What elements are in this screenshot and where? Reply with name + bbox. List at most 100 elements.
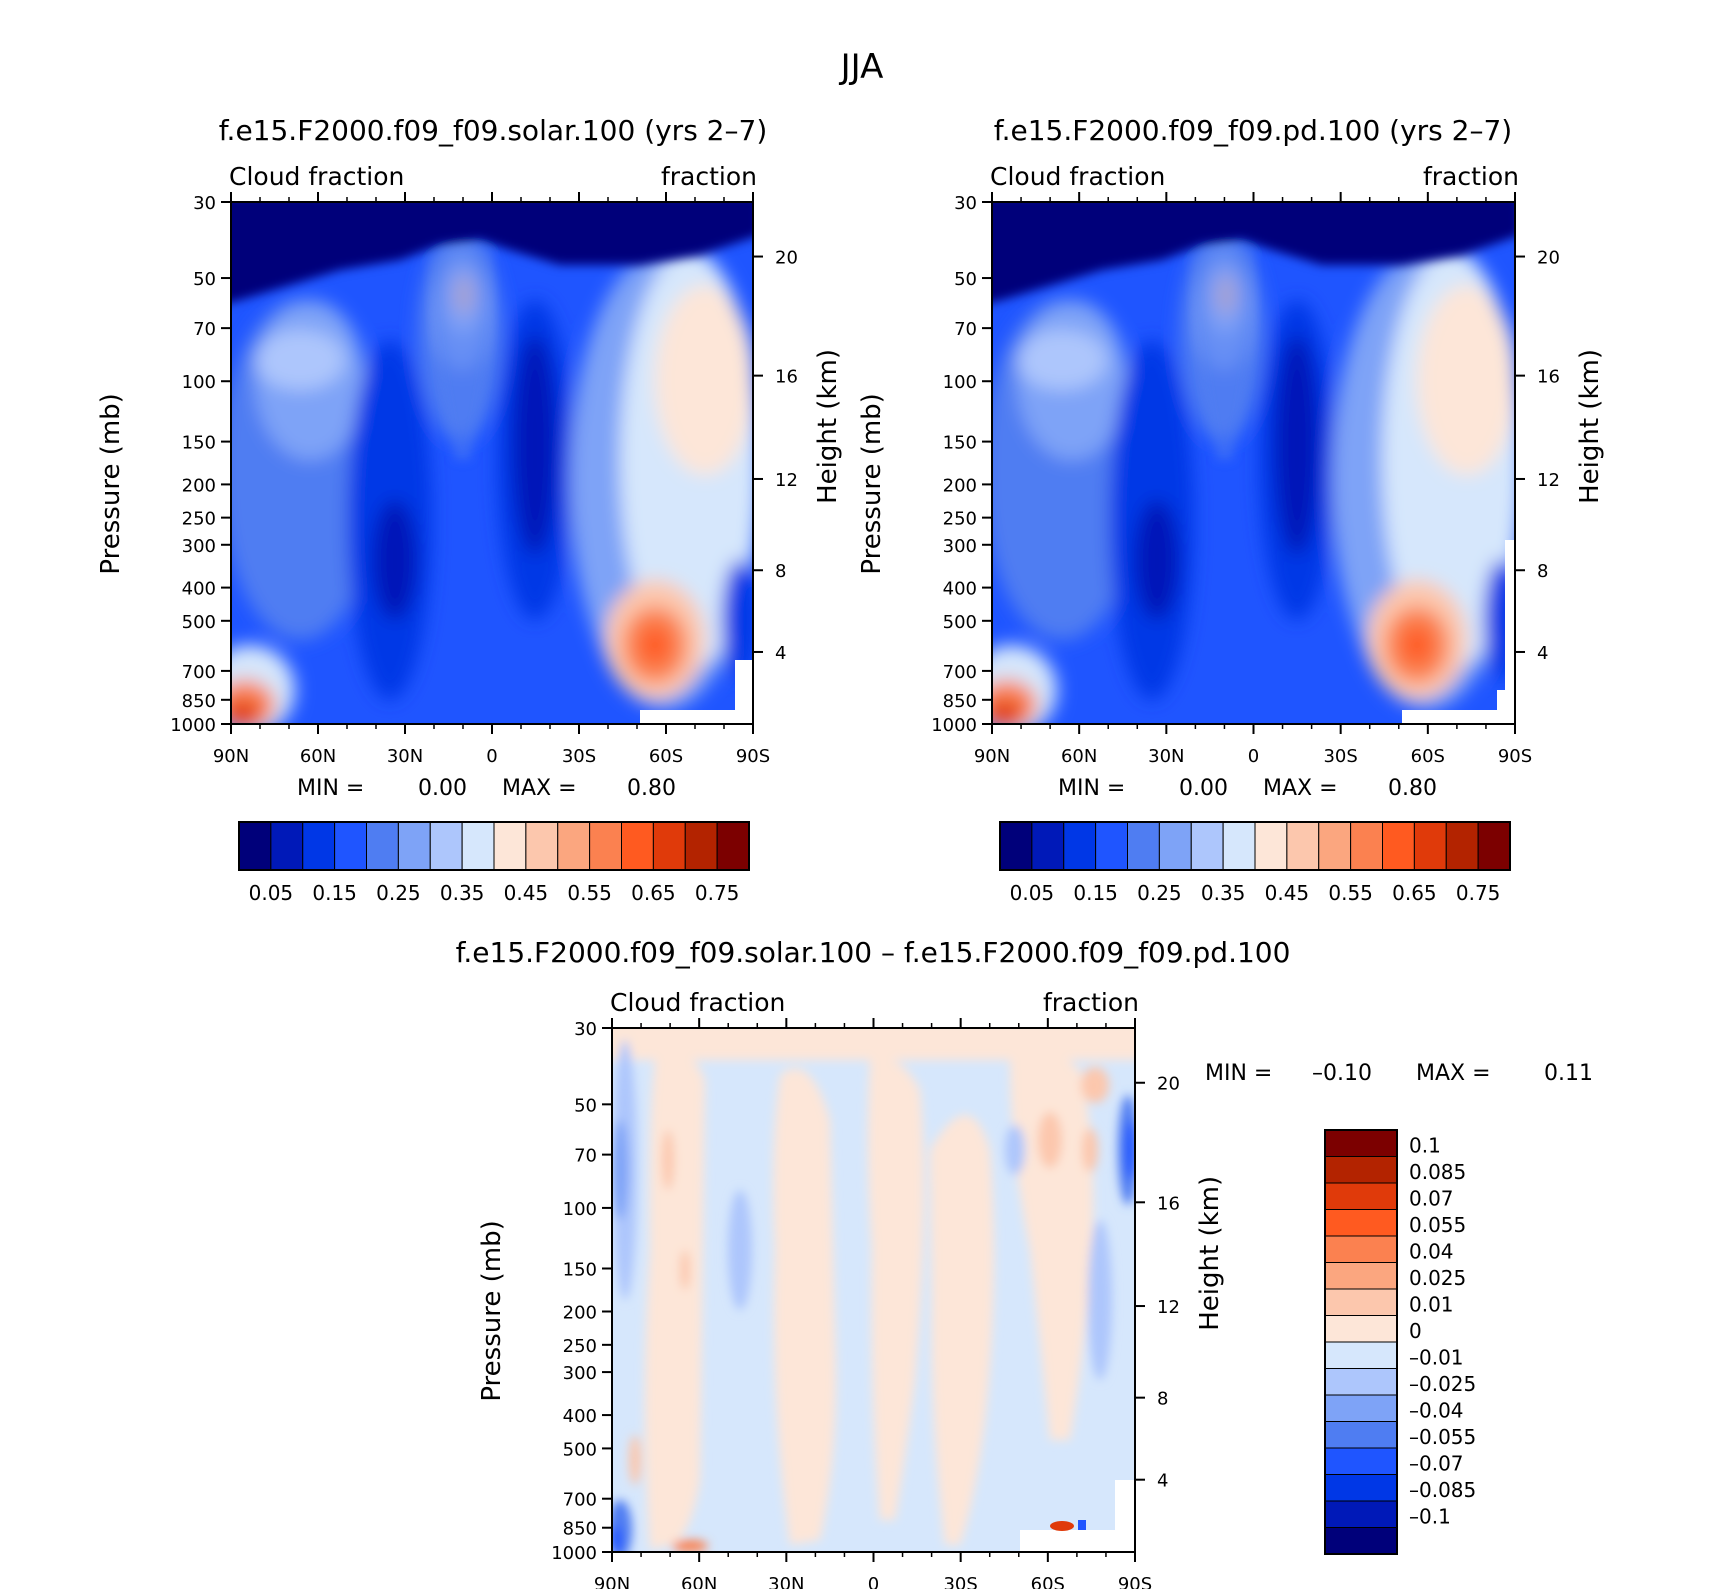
- panel-solar-xtick-label: 90S: [736, 746, 770, 767]
- panel-diff-min-value: –0.10: [1312, 1061, 1372, 1086]
- panel-solar-colorbar-box: [366, 821, 399, 871]
- panel-diff-colorbar-box: [1324, 1129, 1398, 1157]
- panel-diff-ytick-label: 30: [574, 1019, 597, 1040]
- panel-diff-colorbar-box: [1324, 1235, 1398, 1263]
- panel-pd-colorbar-box: [1190, 821, 1224, 871]
- panel-diff-xtick-label: 0: [868, 1574, 879, 1589]
- panel-solar-colorbar-box: [652, 821, 686, 871]
- panel-pd-ytick-label: 850: [943, 691, 977, 712]
- panel-diff-colorbar-box: [1324, 1447, 1398, 1475]
- panel-diff-ytick-label: 700: [563, 1490, 597, 1511]
- panel-diff-colorbar-frame: [1324, 1129, 1398, 1555]
- panel-pd-colorbar-box: [1445, 821, 1479, 871]
- panel-pd-max-value: 0.80: [1388, 776, 1437, 801]
- panel-solar-colorbar-box: [270, 821, 304, 871]
- panel-diff-ytick-label: 150: [563, 1260, 597, 1281]
- panel-pd-ytick-label: 700: [943, 662, 977, 683]
- panel-solar-ytick-label: 30: [193, 193, 216, 214]
- panel-solar-colorbar-box: [621, 821, 654, 871]
- panel-pd-colorbar-box: [1413, 821, 1447, 871]
- panel-solar-right-label: fraction: [661, 162, 757, 191]
- panel-diff-colorbar-label: 0.1: [1409, 1134, 1441, 1158]
- panel-diff-colorbar-label: –0.025: [1409, 1372, 1476, 1396]
- panel-pd-ytick-label: 400: [943, 579, 977, 600]
- panel-pd-colorbar-label: 0.05: [1010, 881, 1055, 905]
- panel-pd-title: f.e15.F2000.f09_f09.pd.100 (yrs 2–7): [994, 114, 1512, 147]
- panel-diff-ytick-label: 200: [563, 1302, 597, 1323]
- panel-diff-ytick-label: 50: [574, 1095, 597, 1116]
- panel-diff-colorbar-box: [1324, 1421, 1398, 1449]
- panel-pd-htick-label: 8: [1537, 561, 1548, 582]
- panel-pd-xtick-label: 60S: [1411, 746, 1445, 767]
- panel-solar-colorbar-label: 0.65: [631, 881, 676, 905]
- panel-diff-xtick-label: 30S: [943, 1574, 977, 1589]
- panel-diff-ylabel-right: Height (km): [1195, 1176, 1225, 1331]
- panel-solar-title: f.e15.F2000.f09_f09.solar.100 (yrs 2–7): [219, 114, 768, 147]
- panel-diff-xtick-label: 30N: [768, 1574, 804, 1589]
- panel-solar-field: [231, 202, 753, 724]
- panel-pd-ytick-label: 300: [943, 536, 977, 557]
- panel-diff-title: f.e15.F2000.f09_f09.solar.100 – f.e15.F2…: [456, 936, 1291, 969]
- panel-solar-xtick-label: 60S: [649, 746, 683, 767]
- panel-diff-colorbar-label: 0.055: [1409, 1213, 1466, 1237]
- panel-pd-colorbar-label: 0.35: [1201, 881, 1246, 905]
- panel-solar-colorbar-label: 0.45: [504, 881, 549, 905]
- panel-diff-colorbar-label: –0.04: [1409, 1399, 1464, 1423]
- panel-diff-colorbar-label: –0.085: [1409, 1478, 1476, 1502]
- panel-pd-ytick-label: 30: [954, 193, 977, 214]
- panel-pd-colorbar-box: [1063, 821, 1097, 871]
- panel-pd-colorbar-box: [1127, 821, 1160, 871]
- panel-diff-colorbar-box: [1324, 1341, 1398, 1369]
- panel-diff-ytick-label: 400: [563, 1406, 597, 1427]
- panel-solar-htick-label: 16: [775, 367, 798, 388]
- panel-diff-ytick-label: 250: [563, 1336, 597, 1357]
- panel-pd-colorbar-box: [1254, 821, 1288, 871]
- panel-diff-colorbar-label: –0.1: [1409, 1505, 1451, 1529]
- panel-diff-colorbar-box: [1324, 1368, 1398, 1396]
- panel-solar-colorbar-box: [716, 821, 750, 871]
- panel-diff-colorbar-label: 0.085: [1409, 1160, 1466, 1184]
- panel-solar-colorbar-box: [589, 821, 622, 871]
- panel-pd-xtick-label: 90S: [1498, 746, 1532, 767]
- panel-pd-right-label: fraction: [1423, 162, 1519, 191]
- panel-pd-ytick-label: 50: [954, 269, 977, 290]
- panel-pd-colorbar-label: 0.45: [1265, 881, 1310, 905]
- panel-diff-max-label: MAX =: [1416, 1061, 1491, 1086]
- panel-solar-ytick-label: 200: [182, 475, 216, 496]
- panel-pd-min-value: 0.00: [1179, 776, 1228, 801]
- panel-pd-colorbar-box: [1382, 821, 1415, 871]
- panel-solar-colorbar-label: 0.25: [376, 881, 421, 905]
- panel-pd-xtick-label: 0: [1248, 746, 1259, 767]
- panel-solar-xtick-label: 30N: [387, 746, 423, 767]
- panel-solar-colorbar-box: [334, 821, 367, 871]
- panel-diff-xtick-label: 60S: [1031, 1574, 1065, 1589]
- panel-pd-htick-label: 12: [1537, 470, 1560, 491]
- panel-diff-htick-label: 20: [1157, 1074, 1180, 1095]
- panel-pd-colorbar-box: [1350, 821, 1383, 871]
- panel-diff-ytick-label: 300: [563, 1363, 597, 1384]
- panel-diff-colorbar-box: [1324, 1527, 1398, 1555]
- panel-diff-left-label: Cloud fraction: [610, 988, 785, 1017]
- panel-pd-ytick-label: 150: [943, 433, 977, 454]
- panel-solar-colorbar-label: 0.35: [440, 881, 485, 905]
- panel-solar-xtick-label: 0: [486, 746, 497, 767]
- panel-pd-ytick-label: 500: [943, 612, 977, 633]
- panel-pd-ytick-label: 250: [943, 509, 977, 530]
- panel-diff-ylabel: Pressure (mb): [477, 1220, 507, 1401]
- panel-pd-ylabel-right: Height (km): [1575, 349, 1605, 504]
- panel-pd-colorbar-label: 0.25: [1137, 881, 1182, 905]
- panel-pd-ylabel: Pressure (mb): [857, 393, 887, 574]
- figure-title: JJA: [839, 47, 884, 87]
- panel-solar-max-label: MAX =: [502, 776, 577, 801]
- panel-solar-ytick-label: 700: [182, 662, 216, 683]
- panel-pd-xtick-label: 60N: [1061, 746, 1097, 767]
- panel-pd-colorbar-label: 0.65: [1392, 881, 1437, 905]
- panel-pd: f.e15.F2000.f09_f09.pd.100 (yrs 2–7) Clo…: [857, 114, 1605, 905]
- panel-solar-ytick-label: 500: [182, 612, 216, 633]
- panel-pd-max-label: MAX =: [1263, 776, 1338, 801]
- panel-diff-htick-label: 8: [1157, 1389, 1168, 1410]
- panel-diff-xtick-label: 60N: [681, 1574, 717, 1589]
- panel-pd-colorbar-label: 0.15: [1073, 881, 1118, 905]
- panel-diff-field: [612, 1028, 1135, 1552]
